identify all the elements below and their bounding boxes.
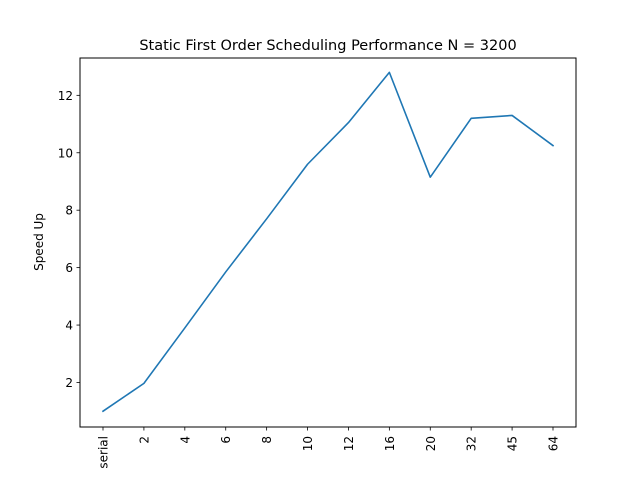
x-tick-label: 2 xyxy=(137,436,151,444)
plot-frame xyxy=(79,57,577,428)
x-tick-label: 4 xyxy=(178,436,192,444)
x-tick-label: 45 xyxy=(506,436,520,451)
x-tick-label: 20 xyxy=(424,436,438,451)
x-tick-label: 64 xyxy=(547,436,561,451)
x-tick-label: 16 xyxy=(383,436,397,451)
x-tick-label: 6 xyxy=(219,436,233,444)
x-tick-label: 8 xyxy=(260,436,274,444)
chart-title: Static First Order Scheduling Performanc… xyxy=(139,38,516,54)
y-axis-label: Speed Up xyxy=(32,213,46,271)
y-tick-label: 10 xyxy=(58,146,73,160)
y-tick-label: 12 xyxy=(58,89,73,103)
y-tick-label: 6 xyxy=(65,261,73,275)
y-tick-label: 4 xyxy=(65,319,73,333)
series-line xyxy=(101,71,555,413)
x-tick-label: 32 xyxy=(465,436,479,451)
x-tick-label: 12 xyxy=(342,436,356,451)
y-tick-label: 8 xyxy=(65,204,73,218)
x-tick-label: 10 xyxy=(301,436,315,451)
plot-layer: 2 4 6 8 10 12 serial 2 4 6 8 10 12 16 20 32 45 64 xyxy=(58,71,561,469)
y-tick-label: 2 xyxy=(65,376,73,390)
x-tick-label: serial xyxy=(97,436,111,469)
